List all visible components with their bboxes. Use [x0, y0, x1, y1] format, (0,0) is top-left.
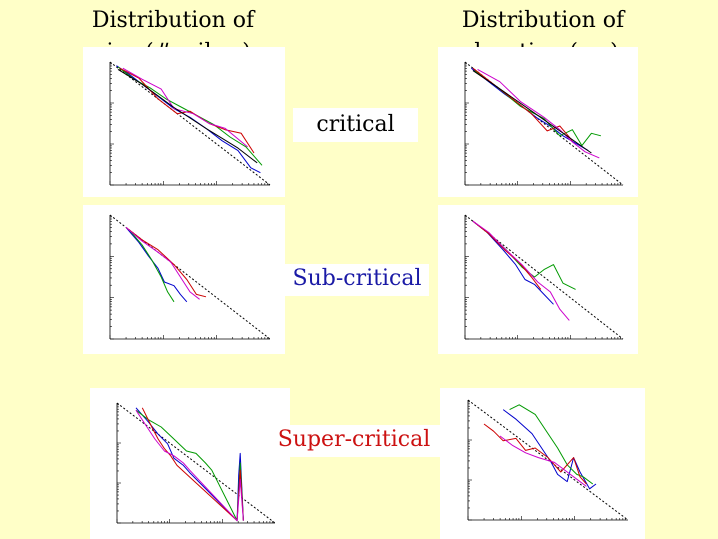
critical-duration-panel: [438, 47, 638, 197]
chart-svg: [464, 214, 624, 340]
series-line: [474, 70, 602, 147]
chart-svg: [464, 61, 624, 186]
duration-heading-line1: Distribution of: [461, 8, 625, 33]
series-line: [472, 220, 554, 305]
chart-svg: [467, 399, 629, 521]
series-line: [119, 67, 255, 154]
supercritical-label: Super-critical: [268, 425, 440, 457]
series-line: [499, 435, 587, 487]
series-line: [502, 409, 597, 490]
subcritical-size-panel: [83, 205, 285, 354]
series-line: [483, 423, 587, 485]
series-line: [128, 229, 175, 303]
series-line: [135, 409, 244, 522]
series-line: [125, 227, 207, 298]
series-line: [117, 66, 263, 166]
power-law-reference-line: [109, 61, 271, 186]
chart-svg: [109, 214, 271, 340]
chart-svg: [109, 61, 271, 186]
critical-size-panel: [83, 47, 285, 197]
series-line: [472, 70, 592, 154]
power-law-reference-line: [116, 402, 276, 524]
supercritical-size-panel: [90, 388, 290, 539]
series-line: [472, 220, 570, 321]
series-line: [117, 68, 258, 164]
series-line: [125, 227, 200, 300]
series-line: [125, 227, 188, 303]
series-line: [122, 67, 248, 148]
series-line: [135, 407, 244, 522]
subcritical-duration-panel: [438, 205, 638, 354]
series-line: [477, 68, 600, 159]
critical-label: critical: [293, 108, 418, 142]
series-line: [509, 404, 594, 485]
supercritical-duration-panel: [440, 388, 645, 539]
subcritical-label: Sub-critical: [285, 264, 429, 296]
size-heading-line1: Distribution of: [91, 8, 255, 33]
chart-svg: [116, 402, 276, 524]
series-line: [472, 220, 542, 290]
